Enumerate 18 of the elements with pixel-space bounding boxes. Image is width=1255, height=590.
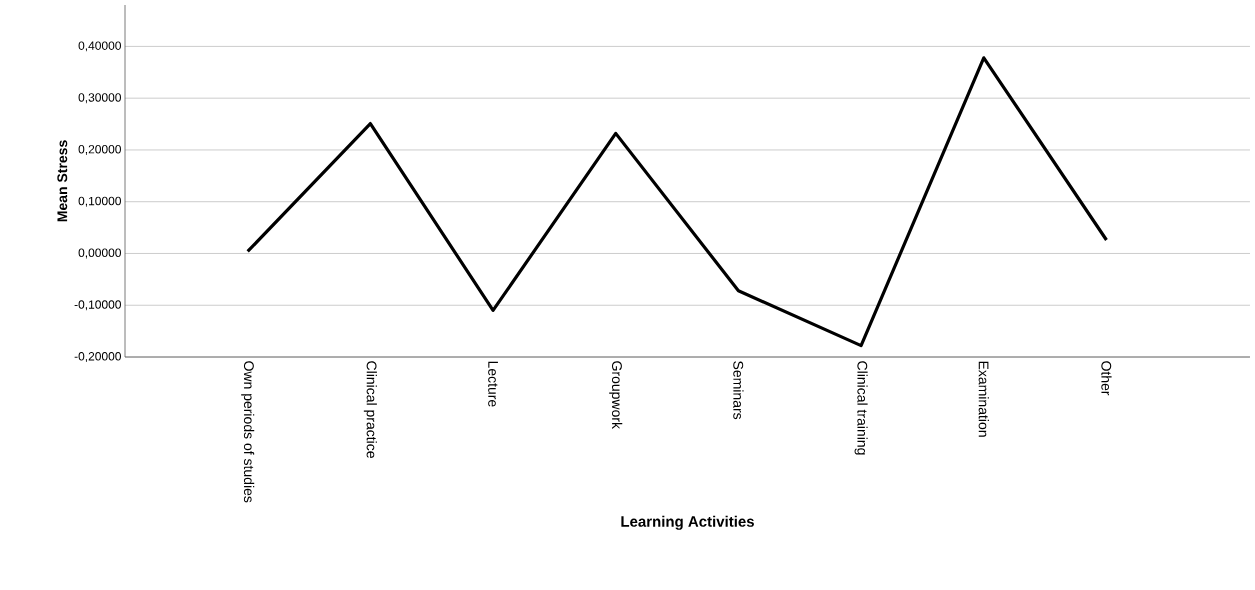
- x-tick-label: Seminars: [733, 361, 744, 420]
- y-tick-label: 0,30000: [78, 93, 121, 104]
- y-tick-label: 0,00000: [78, 248, 121, 259]
- y-tick-label: 0,20000: [78, 144, 121, 155]
- x-tick-label: Examination: [978, 361, 989, 437]
- y-axis-title: Mean Stress: [57, 140, 68, 222]
- x-tick-label: Clinical training: [854, 361, 868, 455]
- x-tick-label: Lecture: [488, 361, 498, 407]
- x-tick-label: Own periods of studies: [241, 361, 255, 503]
- y-tick-label: 0,40000: [78, 41, 121, 52]
- x-tick-label: Clinical practice: [363, 361, 377, 458]
- x-tick-label: Groupwork: [609, 361, 623, 430]
- y-tick-label: -0,10000: [74, 300, 121, 311]
- x-tick-label: Other: [1101, 361, 1112, 396]
- line-series: [246, 56, 1109, 348]
- y-tick-label: 0,10000: [78, 196, 121, 207]
- y-tick-label: -0,20000: [74, 352, 121, 362]
- x-axis-title: Learning Activities: [621, 515, 754, 530]
